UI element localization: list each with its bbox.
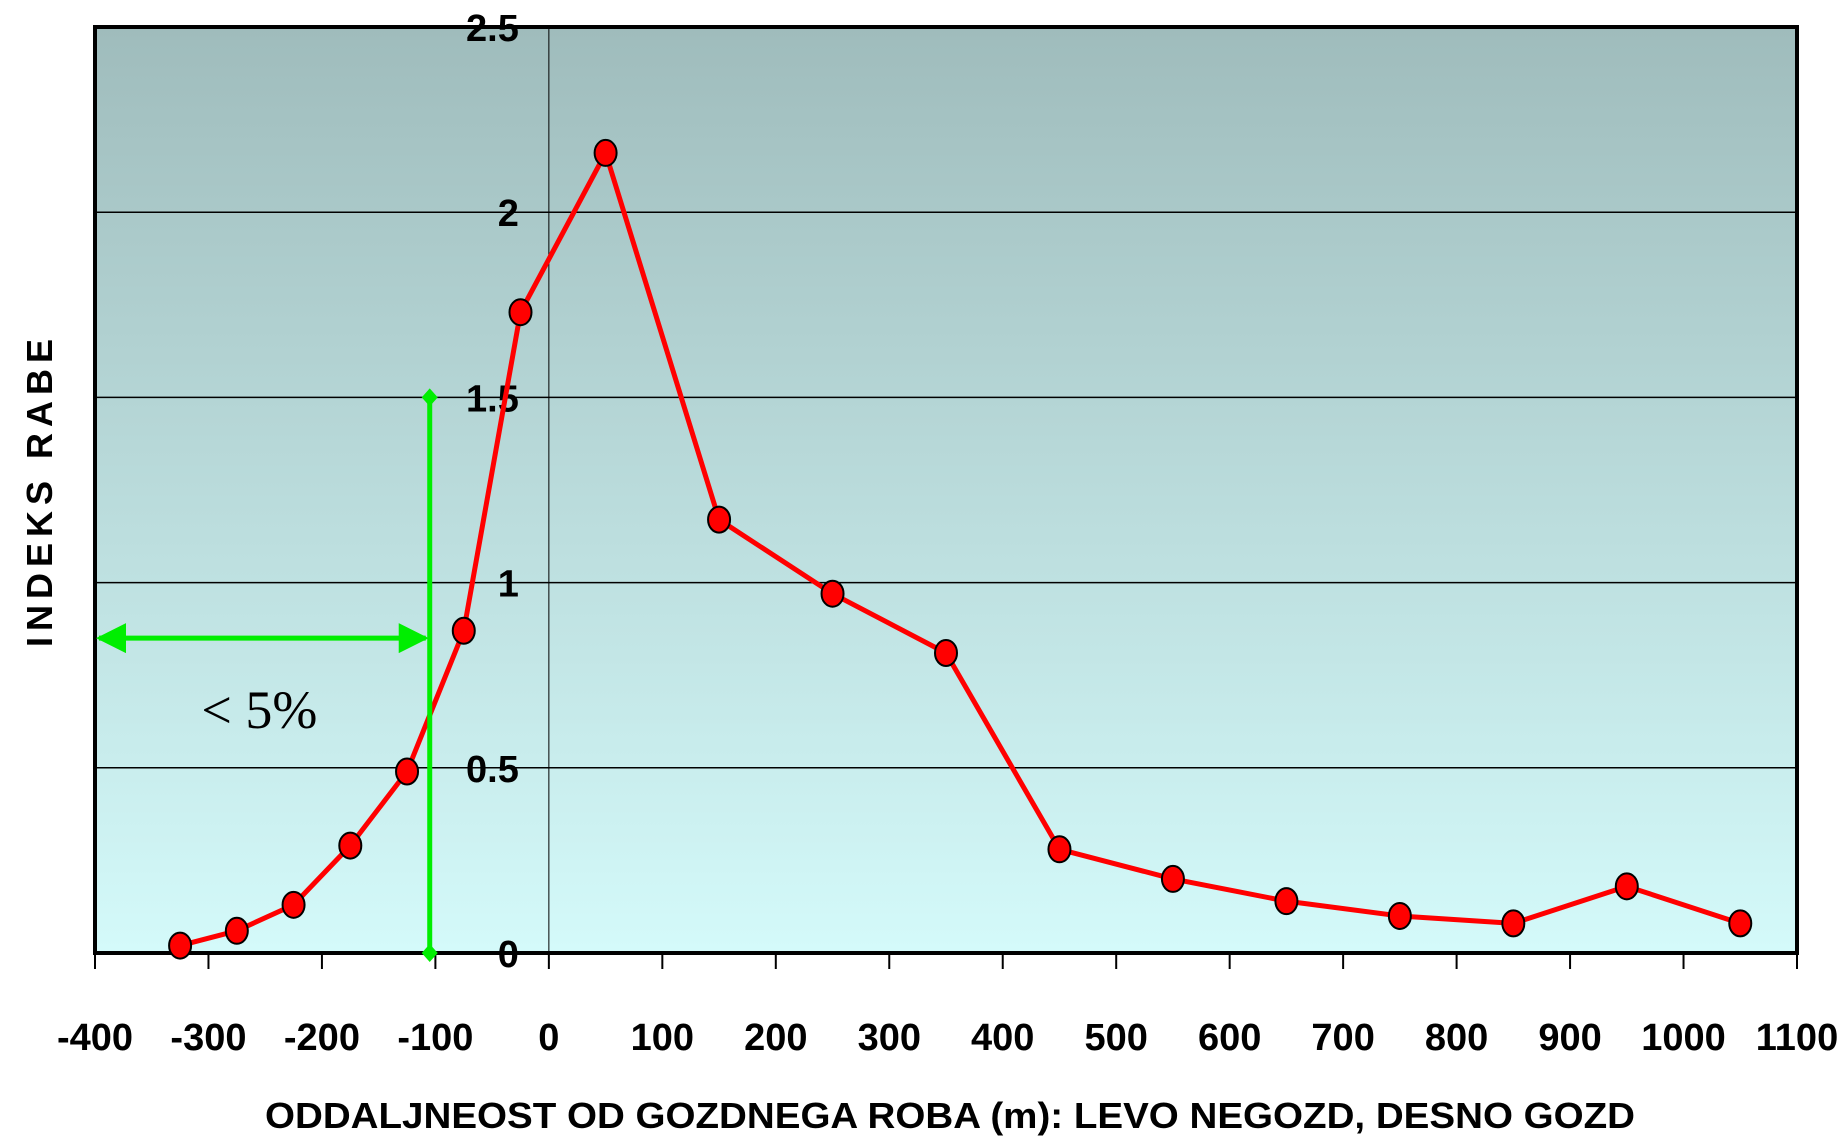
plot-area xyxy=(95,27,1797,953)
grid-lines xyxy=(95,211,1797,769)
annotation-layer: < 5% xyxy=(96,388,438,962)
threshold-marker-bottom xyxy=(421,944,438,962)
data-point xyxy=(338,831,363,860)
data-point xyxy=(593,138,618,167)
x-axis-ticks: -400 -300 -200 -100 0 100 200 300 400 500 600 700 80… xyxy=(57,953,1838,1059)
x-tick-label: 400 xyxy=(971,1017,1034,1059)
x-tick-label: -300 xyxy=(170,1017,246,1059)
plot-border xyxy=(93,25,1799,955)
data-point xyxy=(1501,909,1526,938)
x-tick-label: -400 xyxy=(57,1017,133,1059)
data-point xyxy=(168,931,193,960)
x-tick-label: 600 xyxy=(1198,1017,1261,1059)
x-tick-label: 300 xyxy=(858,1017,921,1059)
x-tick-label: 0 xyxy=(538,1017,559,1059)
x-tick-label: 200 xyxy=(744,1017,807,1059)
x-tick-label: 700 xyxy=(1311,1017,1374,1059)
data-point xyxy=(451,616,476,645)
data-point xyxy=(1274,887,1299,916)
data-point xyxy=(1047,835,1072,864)
y-axis-title: INDEKS RABE xyxy=(19,333,60,647)
x-tick-label: 900 xyxy=(1538,1017,1601,1059)
data-point xyxy=(934,638,958,667)
y-tick-label: 1 xyxy=(498,564,519,606)
x-tick-label: 100 xyxy=(631,1017,694,1059)
data-point xyxy=(1160,864,1185,893)
data-point xyxy=(1614,872,1639,901)
data-point xyxy=(1387,901,1412,930)
y-tick-label: 1.5 xyxy=(466,378,519,420)
x-tick-label: 500 xyxy=(1084,1017,1147,1059)
data-point xyxy=(508,298,533,327)
data-point xyxy=(281,890,306,919)
x-tick-label: 1100 xyxy=(1756,1017,1838,1059)
x-tick-label: -100 xyxy=(397,1017,473,1059)
annotation-label: < 5% xyxy=(201,680,317,740)
y-tick-label: 2.5 xyxy=(466,8,519,50)
threshold-marker-top xyxy=(421,388,438,407)
y-axis-ticks: 0 0.5 1 1.5 2 2.5 xyxy=(466,8,519,976)
x-tick-label: -200 xyxy=(284,1017,360,1059)
data-point xyxy=(224,916,249,945)
data-point xyxy=(820,579,845,608)
y-tick-label: 2 xyxy=(498,193,519,235)
data-point xyxy=(395,757,420,786)
y-tick-label: 0 xyxy=(498,934,519,976)
x-tick-label: 800 xyxy=(1425,1017,1488,1059)
data-point xyxy=(707,505,732,534)
data-point xyxy=(1728,909,1753,938)
series-layer xyxy=(168,138,1753,960)
x-axis-title: ODDALJNEOST OD GOZDNEGA ROBA (m): LEVO N… xyxy=(265,1095,1635,1136)
x-tick-label: 1000 xyxy=(1641,1017,1726,1059)
series-line xyxy=(179,150,1742,949)
y-tick-label: 0.5 xyxy=(466,749,519,791)
